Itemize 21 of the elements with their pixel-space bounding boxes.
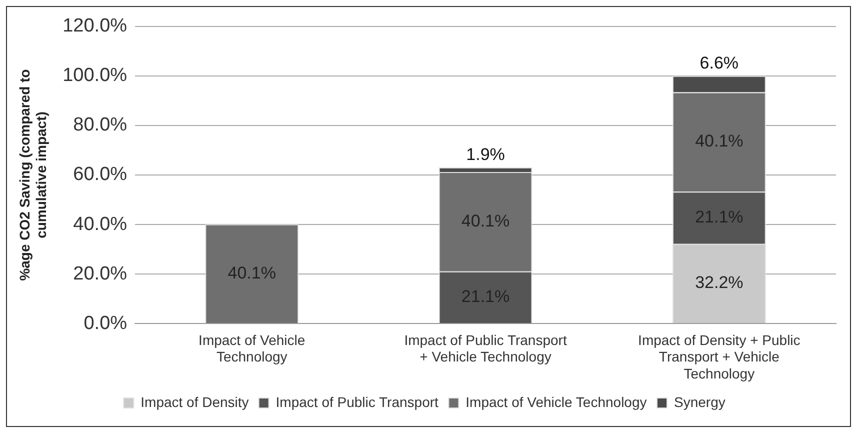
data-label: 32.2% (695, 273, 744, 292)
y-tick-label: 20.0% (73, 263, 128, 284)
data-label: 6.6% (700, 54, 739, 73)
data-label: 1.9% (466, 145, 505, 164)
y-tick-label: 40.0% (73, 214, 128, 235)
data-label: 40.1% (461, 211, 510, 230)
data-label: 40.1% (228, 263, 276, 282)
y-tick-label: 80.0% (73, 114, 128, 136)
legend-label: Synergy (674, 394, 726, 410)
y-tick-label: 100.0% (62, 65, 128, 86)
x-tick-label: Impact of Vehicle Technology (198, 332, 306, 365)
x-tick-label: Impact of Public Transport + Vehicle Technology (404, 332, 567, 365)
legend-label: Impact of Density (140, 394, 249, 410)
y-tick-label: 0.0% (84, 312, 128, 334)
legend-label: Impact of Public Transport (276, 394, 439, 410)
y-tick-label: 60.0% (73, 164, 128, 186)
y-axis-title: %age CO2 Saving (compared to cumulative impact) (16, 69, 50, 281)
legend-label: Impact of Vehicle Technology (466, 394, 647, 410)
data-label: 40.1% (695, 132, 744, 151)
x-tick-label: Impact of Density + Public Transport + Vehicle Technology (638, 332, 800, 382)
y-tick-label: 120.0% (62, 16, 128, 37)
